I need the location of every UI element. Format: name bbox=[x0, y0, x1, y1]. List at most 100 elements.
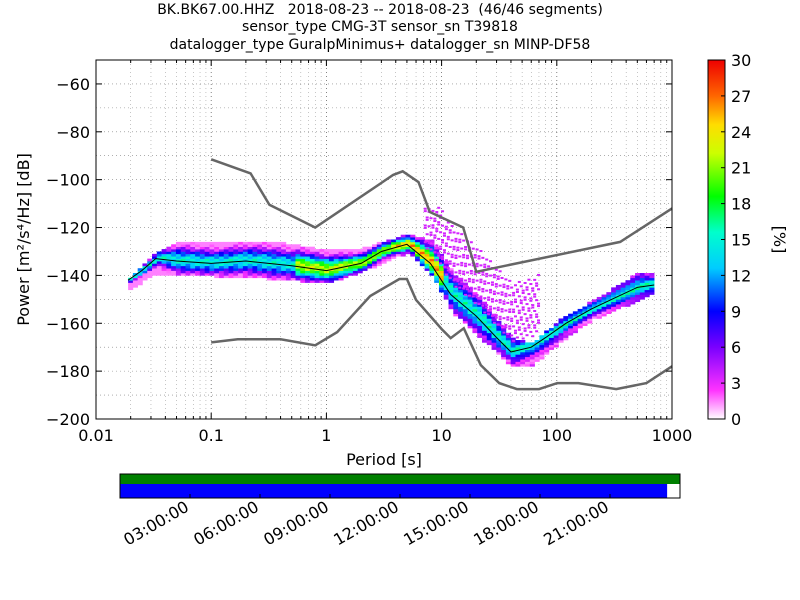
psd-cell bbox=[553, 337, 559, 341]
psd-cell bbox=[448, 306, 454, 310]
psd-cell bbox=[472, 308, 478, 312]
psd-cell bbox=[233, 268, 239, 271]
psd-cell bbox=[290, 273, 296, 276]
psd-sparse-cell bbox=[425, 233, 429, 236]
psd-sparse-cell bbox=[527, 309, 531, 312]
psd-cell bbox=[281, 249, 287, 252]
psd-cell bbox=[491, 332, 497, 336]
psd-sparse-cell bbox=[517, 328, 521, 331]
psd-cell bbox=[539, 344, 545, 348]
psd-cell bbox=[625, 299, 631, 303]
psd-sparse-cell bbox=[533, 295, 537, 298]
psd-sparse-cell bbox=[517, 312, 521, 315]
psd-cell bbox=[314, 253, 320, 257]
psd-sparse-cell bbox=[523, 281, 527, 284]
psd-cell bbox=[348, 249, 354, 252]
psd-cell bbox=[448, 282, 454, 286]
psd-cell bbox=[438, 270, 445, 274]
psd-cell bbox=[262, 246, 268, 250]
psd-cell bbox=[501, 342, 507, 346]
psd-sparse-cell bbox=[512, 291, 516, 294]
psd-cell bbox=[395, 249, 401, 252]
psd-cell bbox=[300, 275, 306, 279]
psd-sparse-cell bbox=[498, 315, 502, 318]
psd-sparse-cell bbox=[481, 287, 485, 290]
psd-cell bbox=[563, 330, 569, 334]
psd-cell bbox=[324, 268, 330, 271]
psd-cell bbox=[577, 311, 583, 314]
psd-cell bbox=[505, 335, 511, 338]
psd-sparse-cell bbox=[441, 255, 445, 258]
psd-sparse-cell bbox=[521, 306, 525, 309]
chart-title-line-1: BK.BK67.00.HHZ 2018-08-23 -- 2018-08-23 … bbox=[157, 2, 603, 18]
psd-cell bbox=[156, 253, 162, 257]
psd-cell bbox=[357, 258, 363, 262]
psd-cell bbox=[204, 253, 210, 257]
psd-sparse-cell bbox=[446, 235, 450, 238]
psd-cell bbox=[295, 268, 301, 271]
psd-cell bbox=[190, 265, 196, 269]
psd-cell bbox=[305, 265, 311, 269]
psd-cell bbox=[266, 270, 272, 274]
psd-sparse-cell bbox=[454, 285, 458, 288]
psd-cell bbox=[228, 253, 234, 257]
psd-cell bbox=[424, 261, 430, 264]
psd-cell bbox=[343, 256, 349, 259]
psd-sparse-cell bbox=[529, 299, 533, 302]
psd-sparse-cell bbox=[475, 296, 479, 299]
psd-cell bbox=[171, 261, 177, 264]
psd-cell bbox=[462, 299, 468, 303]
psd-sparse-cell bbox=[527, 293, 531, 296]
psd-sparse-cell bbox=[433, 234, 437, 237]
psd-sparse-cell bbox=[473, 273, 477, 276]
psd-cell bbox=[285, 258, 292, 262]
psd-cell bbox=[180, 268, 186, 271]
psd-cell bbox=[539, 349, 545, 353]
psd-cell bbox=[596, 313, 602, 317]
psd-sparse-cell bbox=[454, 271, 458, 274]
psd-cell bbox=[429, 241, 435, 245]
x-tick-label: 1 bbox=[321, 426, 331, 445]
psd-cell bbox=[491, 340, 497, 343]
psd-cell bbox=[233, 253, 239, 257]
psd-cell bbox=[271, 246, 277, 250]
psd-cell bbox=[175, 253, 182, 257]
psd-sparse-cell bbox=[531, 306, 535, 309]
psd-cell bbox=[419, 256, 425, 259]
psd-cell bbox=[505, 354, 511, 358]
psd-cell bbox=[376, 258, 382, 262]
psd-cell bbox=[649, 287, 655, 291]
psd-cell bbox=[209, 270, 215, 274]
psd-sparse-cell bbox=[489, 305, 493, 308]
psd-cell bbox=[515, 363, 521, 367]
psd-cell bbox=[391, 253, 397, 257]
psd-sparse-cell bbox=[519, 333, 523, 336]
psd-cell bbox=[290, 253, 296, 257]
psd-cell bbox=[161, 251, 167, 255]
psd-cell bbox=[539, 347, 545, 350]
psd-cell bbox=[415, 246, 421, 250]
psd-cell bbox=[171, 249, 177, 252]
psd-cell bbox=[563, 325, 569, 329]
psd-cell bbox=[649, 277, 655, 281]
psd-cell bbox=[591, 304, 598, 307]
psd-cell bbox=[199, 244, 205, 247]
psd-sparse-cell bbox=[519, 318, 523, 321]
psd-cell bbox=[338, 270, 344, 274]
psd-sparse-cell bbox=[512, 339, 516, 342]
psd-sparse-cell bbox=[483, 297, 487, 300]
psd-cell bbox=[472, 320, 478, 324]
psd-cell bbox=[180, 273, 186, 276]
psd-cell bbox=[190, 268, 196, 271]
psd-cell bbox=[223, 275, 229, 279]
psd-cell bbox=[147, 261, 153, 264]
psd-cell bbox=[214, 241, 220, 245]
psd-cell bbox=[453, 299, 459, 303]
psd-sparse-cell bbox=[508, 310, 512, 313]
psd-cell bbox=[348, 261, 354, 264]
psd-cell bbox=[199, 258, 205, 262]
psd-cell bbox=[190, 251, 196, 255]
psd-cell bbox=[606, 308, 612, 312]
psd-sparse-cell bbox=[456, 277, 460, 280]
psd-cell bbox=[362, 268, 368, 271]
